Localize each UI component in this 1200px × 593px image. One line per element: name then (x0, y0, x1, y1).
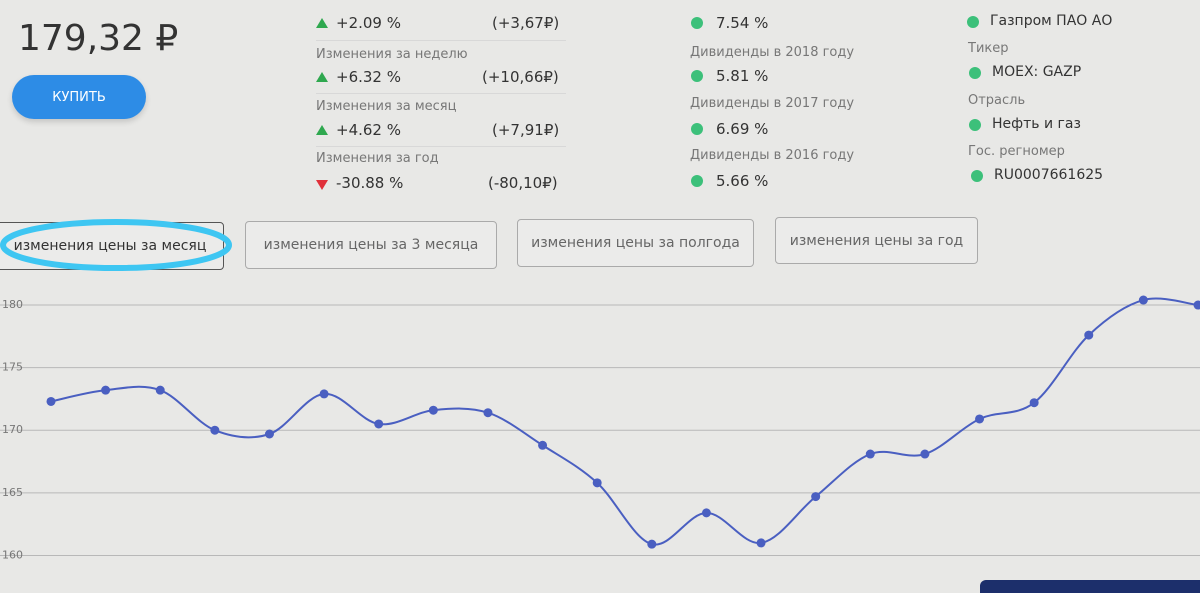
point (538, 440, 548, 450)
dot (967, 16, 979, 28)
change-label: Изменения за месяц (316, 99, 457, 114)
dot (691, 70, 703, 82)
corner-panel (980, 580, 1200, 593)
dot (691, 175, 703, 187)
point (101, 385, 111, 395)
separator (316, 146, 566, 147)
change-amount: (+10,66₽) (482, 68, 559, 86)
dividend-value: 6.69 % (716, 120, 769, 138)
company: Газпром ПАО АО (990, 13, 1113, 29)
info-value: RU0007661625 (994, 167, 1104, 183)
dot (691, 123, 703, 135)
separator (316, 40, 566, 41)
point (264, 429, 274, 439)
info-value: MOEX: GAZP (992, 64, 1082, 80)
point (46, 396, 56, 406)
y-tick-label: 165 (2, 486, 23, 499)
tab[interactable]: изменения цены за полгода (517, 219, 754, 267)
y-tick-label: 175 (2, 361, 23, 374)
change-percent: +2.09 % (336, 14, 401, 32)
point (1138, 295, 1148, 305)
point (428, 405, 438, 415)
tab[interactable]: изменения цены за год (775, 217, 978, 264)
change-percent: +4.62 % (336, 121, 401, 139)
dividend-value: 5.81 % (716, 67, 769, 85)
change-label: Изменения за неделю (316, 47, 468, 62)
point (756, 538, 766, 548)
chart: 160 165 170 175 180 (0, 295, 1200, 561)
line (50, 297, 1199, 546)
point (1029, 398, 1039, 408)
dot (969, 67, 981, 79)
buy-button[interactable]: КУПИТЬ (12, 75, 146, 119)
point (592, 478, 602, 488)
up-arrow (316, 72, 328, 82)
info-label: Отрасль (968, 93, 1026, 108)
separator (316, 93, 566, 94)
change-percent: -30.88 % (336, 174, 404, 192)
point (374, 419, 384, 429)
point (1193, 300, 1200, 310)
point (319, 389, 329, 399)
y-tick-label: 170 (2, 423, 23, 436)
dot (691, 17, 703, 29)
dot (971, 170, 983, 182)
point (811, 492, 821, 502)
info-value: Нефть и газ (992, 116, 1081, 132)
change-amount: (+3,67₽) (492, 14, 560, 32)
point (155, 385, 165, 395)
point (920, 449, 930, 459)
price: 179,32 ₽ (18, 18, 179, 59)
y-tick-label: 180 (2, 298, 23, 311)
up-arrow (316, 18, 328, 28)
change-amount: (+7,91₽) (492, 121, 560, 139)
tab[interactable]: изменения цены за 3 месяца (245, 221, 497, 269)
point (1084, 330, 1094, 340)
highlight-ellipse (0, 219, 232, 271)
change-amount: (-80,10₽) (488, 174, 558, 192)
dividend-label: Дивиденды в 2016 году (690, 148, 855, 163)
dividend-value: 5.66 % (716, 172, 769, 190)
dividend-value: 7.54 % (716, 14, 769, 32)
point (975, 414, 985, 424)
change-label: Изменения за год (316, 151, 439, 166)
dividend-label: Дивиденды в 2018 году (690, 45, 855, 60)
dot (969, 119, 981, 131)
up-arrow (316, 125, 328, 135)
point (701, 508, 711, 518)
info-label: Тикер (968, 41, 1009, 56)
info-label: Гос. регномер (968, 144, 1065, 159)
highlight-annotation (0, 219, 232, 271)
y-tick-label: 160 (2, 548, 23, 561)
down-arrow (316, 180, 328, 190)
point (210, 425, 220, 435)
change-percent: +6.32 % (336, 68, 401, 86)
point (483, 408, 493, 418)
dividend-label: Дивиденды в 2017 году (690, 96, 855, 111)
point (865, 449, 875, 459)
point (647, 539, 657, 549)
